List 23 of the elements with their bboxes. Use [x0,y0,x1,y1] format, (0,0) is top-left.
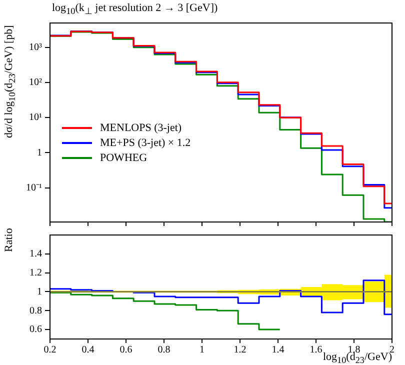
y-tick-label: 1.2 [30,267,42,278]
y-tick-label: 0.8 [30,305,42,316]
chart-title: log$_{10}$(k$_{⊥}$ jet resolution 2 → 3 [GeV]) [52,2,218,16]
y-tick-label: 0.6 [30,324,42,336]
x-tick-label: 0.6 [120,344,132,356]
y-tick-label: 1 [37,147,42,158]
x-tick-label: 1 [200,344,204,356]
x-tick-label: 0.8 [158,344,170,356]
x-tick-label: 1.2 [234,344,246,356]
legend-label: ME+PS (3-jet) × 1.2 [100,136,191,148]
y-axis-title: Ratio [3,228,15,252]
legend-label: MENLOPS (3-jet) [100,122,182,134]
x-tick-label: 0.2 [44,344,56,356]
y-tick-label: 10¹ [29,112,42,124]
y-tick-label: 10² [29,77,42,88]
x-tick-label: 0.4 [82,344,94,356]
y-tick-label: 1.4 [30,248,42,260]
y-tick-label: 10⁻¹ [26,182,42,194]
x-tick-label: 1.4 [272,344,284,356]
legend-label: POWHEG [100,152,148,164]
y-tick-label: 1 [37,286,42,298]
y-tick-label: 10³ [29,42,42,53]
x-tick-label: 1.6 [310,344,322,356]
